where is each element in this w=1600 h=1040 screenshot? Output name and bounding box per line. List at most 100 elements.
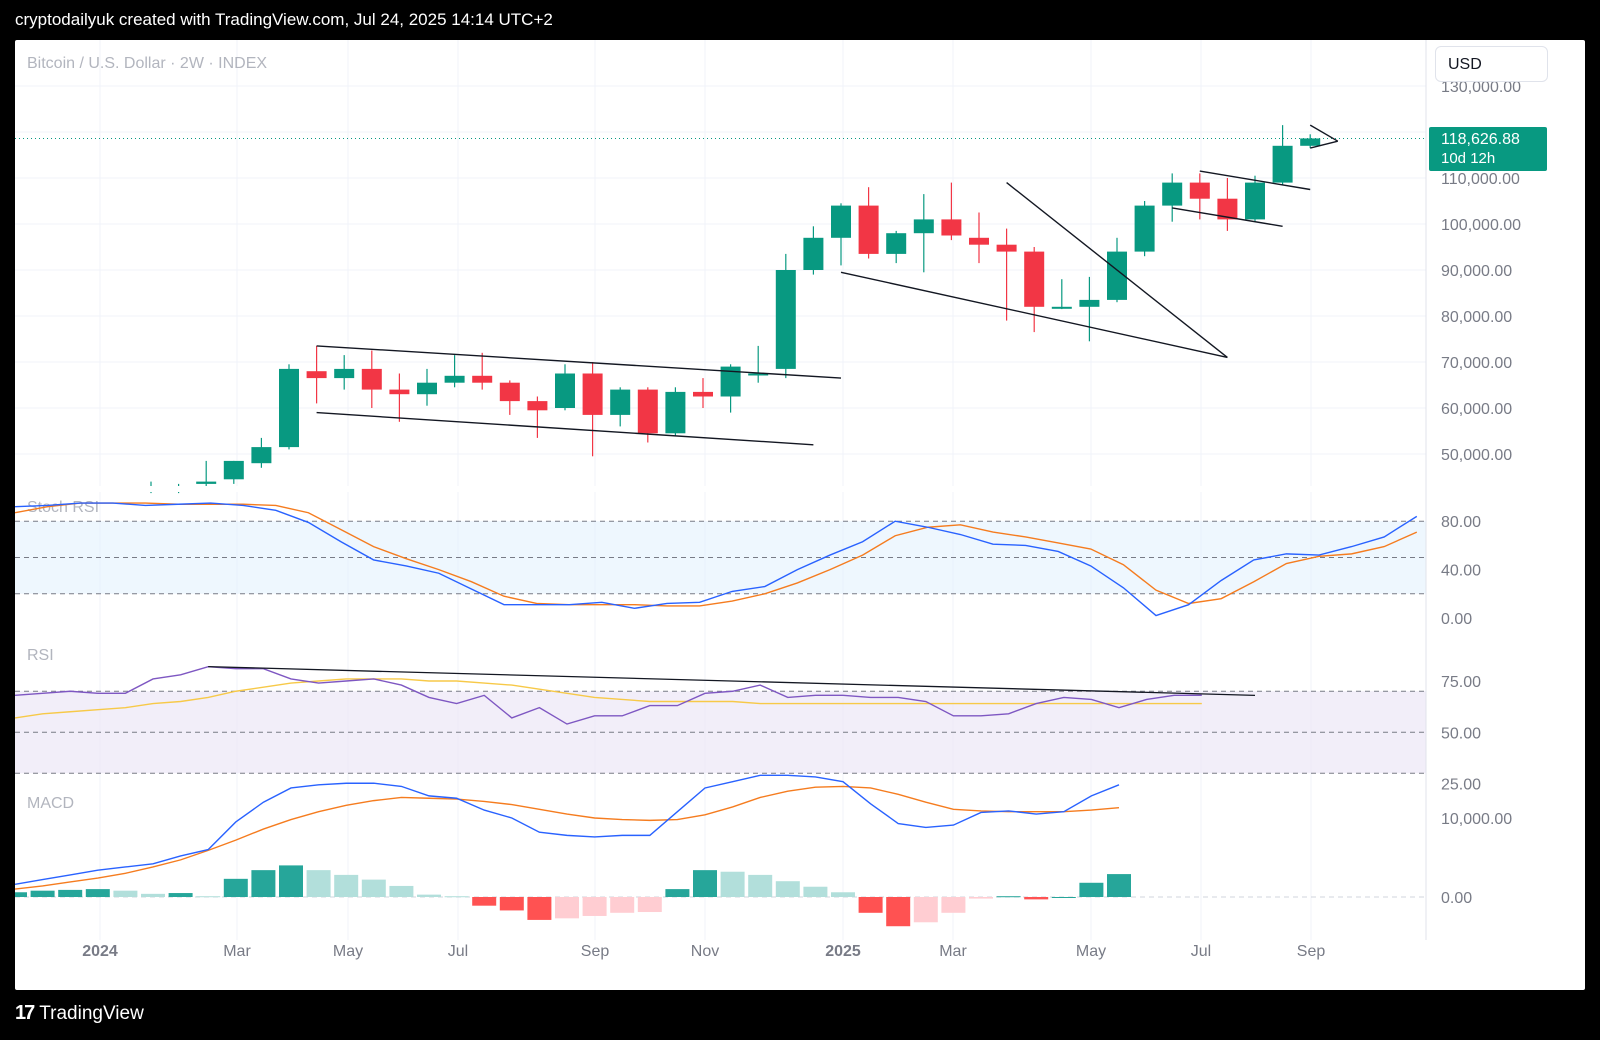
- stoch-rsi-label: Stoch RSI: [27, 499, 99, 516]
- candle-body: [720, 366, 741, 397]
- macd-histogram-bar: [306, 870, 331, 897]
- trendline: [1006, 182, 1228, 358]
- candle-body: [306, 371, 327, 379]
- macd-histogram-bar: [941, 897, 966, 913]
- macd-histogram-bar: [582, 897, 607, 916]
- macd-histogram-bar: [720, 871, 745, 897]
- macd-histogram-bar: [417, 894, 441, 897]
- symbol-label: Bitcoin / U.S. Dollar · 2W · INDEX: [27, 55, 267, 72]
- macd-histogram-bar: [85, 889, 110, 897]
- macd-histogram-bar: [168, 893, 193, 897]
- rsi-trendline: [208, 666, 1256, 696]
- candle-body: [1107, 251, 1127, 300]
- candle-body: [1217, 198, 1238, 220]
- tradingview-logo[interactable]: 17 TradingView: [15, 1002, 144, 1025]
- trendline: [316, 411, 814, 446]
- pane-separator: [15, 486, 1426, 492]
- macd-histogram-bar: [15, 892, 27, 897]
- candle-body: [941, 219, 962, 236]
- candle-body: [251, 447, 272, 464]
- macd-histogram-bar: [389, 885, 414, 897]
- macd-histogram-bar: [637, 897, 662, 913]
- candle-body: [775, 270, 796, 369]
- candle-body: [1079, 299, 1100, 307]
- time-axis-label: Jul: [448, 943, 468, 960]
- candle-body: [610, 389, 631, 415]
- candle-body: [527, 401, 548, 411]
- macd-histogram-bar: [665, 889, 690, 897]
- candle-body: [417, 382, 437, 395]
- price-axis-label: 50,000.00: [1441, 447, 1512, 464]
- attribution-text: cryptodailyuk created with TradingView.c…: [15, 10, 553, 29]
- chart-area[interactable]: 2024 Mar May Jul Sep Nov 2025 Mar May Jul Sep 130,0…: [15, 40, 1585, 990]
- stoch-axis-label: 0.00: [1441, 611, 1472, 628]
- time-axis-label: Sep: [581, 943, 610, 960]
- trendline: [1310, 140, 1338, 149]
- price-axis-label: 110,000.00: [1441, 171, 1520, 188]
- time-axis-label: Jul: [1191, 943, 1211, 960]
- candles-group: [141, 125, 1321, 494]
- rsi-label: RSI: [27, 647, 54, 664]
- macd-histogram-bar: [831, 892, 855, 897]
- candle-body: [1300, 138, 1321, 146]
- macd-histogram-bar: [693, 870, 717, 897]
- candle-body: [665, 391, 686, 434]
- macd-histogram-bar: [996, 896, 1021, 898]
- candle-body: [1272, 145, 1293, 183]
- candle-body: [279, 368, 299, 448]
- price-axis-label: 100,000.00: [1441, 217, 1521, 234]
- candle-body: [1051, 306, 1072, 309]
- macd-histogram-bar: [1107, 874, 1131, 897]
- candle-body: [858, 205, 879, 254]
- last-price-tag: 118,626.88 10d 12h: [1429, 127, 1547, 171]
- macd-histogram-bar: [141, 893, 165, 897]
- candle-body: [1134, 205, 1155, 252]
- candle-body: [996, 244, 1017, 252]
- candle-body: [693, 391, 713, 397]
- time-axis-label: 2025: [825, 943, 861, 960]
- candle-body: [1245, 182, 1265, 220]
- macd-histogram-bar: [610, 897, 635, 913]
- candle-body: [499, 382, 520, 402]
- rsi-axis-label: 25.00: [1441, 777, 1481, 794]
- price-axis-label: 80,000.00: [1441, 309, 1512, 326]
- bar-countdown: 10d 12h: [1441, 150, 1496, 167]
- candle-body: [444, 375, 465, 383]
- macd-axis-label: 10,000.00: [1441, 811, 1512, 828]
- macd-histogram-bar: [472, 897, 497, 906]
- macd-histogram-bar: [444, 896, 469, 898]
- time-axis-label: Nov: [691, 943, 719, 960]
- currency-button[interactable]: USD: [1435, 46, 1548, 82]
- macd-histogram-bar: [58, 889, 83, 897]
- candle-body: [582, 373, 603, 415]
- candle-body: [555, 373, 575, 408]
- macd-histogram-bar: [1051, 897, 1076, 898]
- time-axis-label: 2024: [82, 943, 118, 960]
- macd-signal-line: [15, 785, 1120, 890]
- trendline: [1172, 207, 1283, 227]
- macd-histogram-bar: [499, 897, 524, 911]
- footer-bar: 17 TradingView: [0, 990, 1600, 1040]
- chart-canvas[interactable]: 2024 Mar May Jul Sep Nov 2025 Mar May Jul Sep 130,0…: [15, 40, 1585, 990]
- attribution-bar: cryptodailyuk created with TradingView.c…: [0, 0, 1600, 40]
- macd-histogram-bar: [969, 897, 993, 899]
- macd-histogram-bar: [196, 896, 221, 898]
- macd-histogram-bar: [748, 874, 773, 897]
- macd-histogram-bar: [1079, 882, 1104, 897]
- candle-body: [803, 237, 824, 270]
- macd-histogram-bar: [223, 878, 248, 897]
- candle-body: [389, 389, 410, 395]
- candle-body: [196, 481, 217, 484]
- stoch-d-line: [15, 502, 1418, 607]
- macd-histogram-bar: [1024, 897, 1049, 900]
- time-axis-label: Mar: [223, 943, 251, 960]
- trendline: [316, 345, 842, 379]
- macd-histogram-bar: [913, 897, 938, 923]
- rsi-ma-line: [15, 678, 1202, 719]
- candle-body: [1162, 182, 1183, 206]
- macd-histogram-bar: [279, 865, 303, 897]
- macd-histogram-bar: [334, 874, 359, 897]
- macd-histogram-bar: [113, 890, 138, 897]
- stoch-axis-label: 40.00: [1441, 563, 1481, 580]
- candle-body: [223, 460, 244, 480]
